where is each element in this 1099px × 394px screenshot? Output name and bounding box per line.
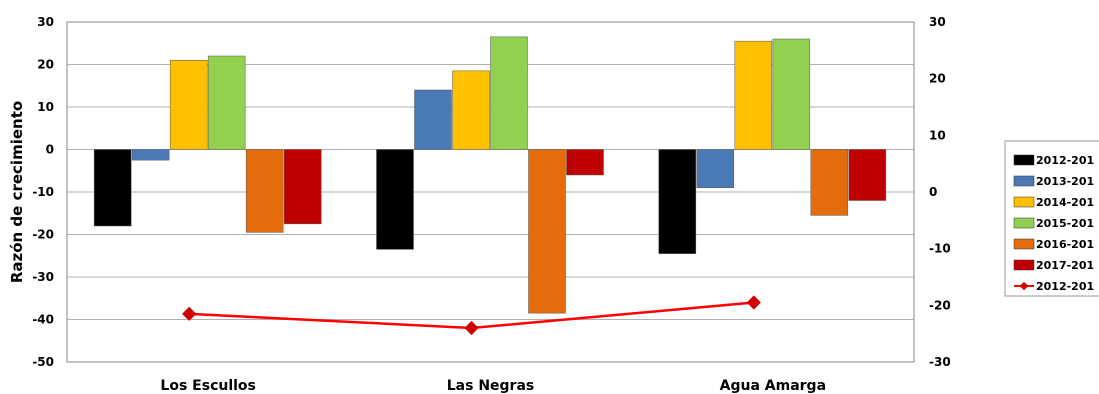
x-axis-categories: Los Escullos Las Negras Agua Amarga [160, 378, 826, 394]
y2-tick-label: -30 [929, 355, 951, 369]
legend-swatch [1013, 217, 1035, 229]
y-tick-label: 10 [37, 100, 54, 114]
legend-label: 2012-201 [1036, 280, 1094, 293]
line-marker [746, 295, 761, 310]
bar [848, 149, 887, 201]
y2-tick-label: 0 [929, 185, 937, 199]
bar [658, 149, 697, 254]
y2-tick-label: 30 [929, 15, 946, 29]
line-series [182, 295, 761, 336]
line-marker [464, 320, 479, 336]
category-label: Las Negras [447, 378, 535, 394]
legend-swatch [1013, 238, 1035, 250]
y2-tick-label: -10 [929, 242, 951, 256]
plot-area-frame [66, 21, 915, 363]
y2-axis-ticks: 30 20 10 0 -10 -20 -30 [929, 15, 951, 369]
y2-tick-label: -20 [929, 298, 951, 312]
bar [452, 70, 490, 150]
bar [696, 149, 735, 188]
legend-label: 2014-201 [1036, 196, 1094, 209]
bar [283, 149, 322, 225]
bar [734, 40, 773, 150]
bar [528, 149, 566, 314]
bar [169, 60, 208, 150]
bars [93, 36, 887, 314]
category-label: Los Escullos [160, 378, 255, 394]
y-tick-label: -10 [32, 185, 54, 199]
bar [207, 55, 246, 150]
legend-label: 2017-201 [1036, 259, 1094, 272]
legend-label: 2013-201 [1036, 175, 1094, 188]
y-axis-ticks: 30 20 10 0 -10 -20 -30 -40 -50 [32, 15, 54, 369]
legend: 2012-201 2013-201 2014-201 2015-201 2016-201… [1004, 140, 1099, 297]
y2-tick-label: 20 [929, 72, 946, 86]
legend-label: 2015-201 [1036, 217, 1094, 230]
y-tick-label: 30 [37, 15, 54, 29]
y-axis-label: Razón de crecimiento [8, 101, 26, 283]
legend-swatch [1013, 154, 1035, 166]
y-tick-label: -20 [32, 228, 54, 242]
y-tick-label: -30 [32, 270, 54, 284]
category-label: Agua Amarga [720, 378, 826, 394]
y-tick-label: 0 [46, 143, 54, 157]
y-tick-label: -50 [32, 355, 54, 369]
legend-swatch [1013, 259, 1035, 271]
bar [414, 89, 452, 150]
line-marker [182, 306, 197, 321]
bar [245, 149, 284, 233]
legend-label: 2012-201 [1036, 154, 1094, 167]
y-tick-label: -40 [32, 313, 54, 327]
bar [490, 36, 528, 150]
legend-label: 2016-201 [1036, 238, 1094, 251]
bar [131, 149, 170, 161]
bar [376, 149, 414, 250]
bar [810, 149, 849, 216]
legend-line-marker [1019, 281, 1029, 291]
y2-tick-label: 10 [929, 128, 946, 142]
bar [772, 38, 811, 150]
bar [566, 149, 604, 176]
bar [93, 149, 132, 227]
legend-swatch [1013, 196, 1035, 208]
legend-swatch [1013, 175, 1035, 187]
y-tick-label: 20 [37, 58, 54, 72]
